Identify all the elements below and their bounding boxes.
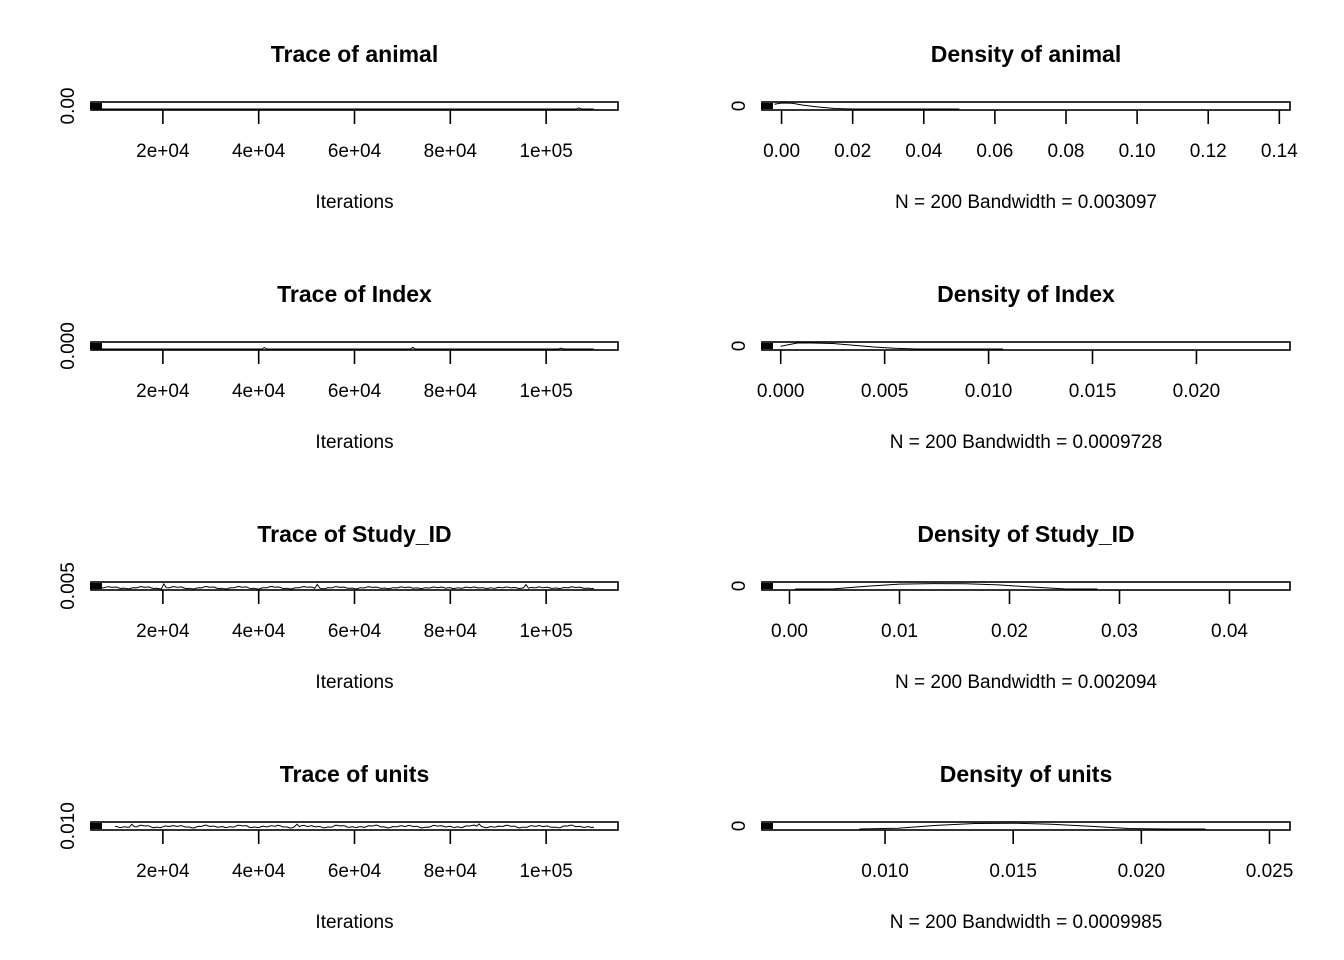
chart0-xaxis-label: Iterations xyxy=(315,192,393,213)
chart2-xtick-label: 8e+04 xyxy=(424,381,478,402)
chart6-xtick-label: 8e+04 xyxy=(424,861,478,882)
chart6-title: Trace of units xyxy=(280,761,430,787)
chart2-title: Trace of Index xyxy=(277,281,432,307)
chart3-panel: Density of Index 0 0.000 0.005 0.010 0.015 0.0… xyxy=(729,281,1291,453)
chart3-ytick-label: 0 xyxy=(729,341,750,352)
chart0-ytick-mark xyxy=(90,103,102,109)
chart5-xtick-label: 0.04 xyxy=(1211,621,1248,642)
chart4-xtick-label: 2e+04 xyxy=(136,621,190,642)
chart6-xaxis-label: Iterations xyxy=(315,912,393,933)
chart7-title: Density of units xyxy=(940,761,1113,787)
chart2-panel: Trace of Index 0.000 2e+04 4e+04 6e+04 8e+04 1… xyxy=(58,281,619,453)
chart7-ytick-mark xyxy=(761,823,773,829)
chart1-xtick-label: 0.00 xyxy=(763,141,800,162)
chart1-xtick-label: 0.08 xyxy=(1048,141,1085,162)
chart5-ytick-mark xyxy=(761,583,773,589)
chart6-xtick-label: 6e+04 xyxy=(328,861,382,882)
chart5-plot-frame xyxy=(761,581,1291,591)
chart2-ytick-mark xyxy=(90,343,102,349)
chart1-title: Density of animal xyxy=(931,41,1121,67)
chart0-xtick-label: 6e+04 xyxy=(328,141,382,162)
chart3-xtick-label: 0.015 xyxy=(1069,381,1117,402)
chart2-xtick-label: 6e+04 xyxy=(328,381,382,402)
chart4-ytick-label: 0.005 xyxy=(58,562,79,610)
chart7-xtick-label: 0.010 xyxy=(861,861,909,882)
chart5-title: Density of Study_ID xyxy=(917,521,1134,547)
chart5-xtick-label: 0.03 xyxy=(1101,621,1138,642)
chart0-panel: Trace of animal 0.00 2e+04 4e+04 6e+04 8e+04 1… xyxy=(58,41,619,213)
chart5-xaxis-label: N = 200 Bandwidth = 0.002094 xyxy=(895,672,1157,693)
chart7-series-line xyxy=(859,822,1206,830)
chart2-ytick-label: 0.000 xyxy=(58,322,79,370)
chart4-title: Trace of Study_ID xyxy=(257,521,451,547)
chart0-xtick-label: 1e+05 xyxy=(519,141,572,162)
chart4-panel: Trace of Study_ID 0.005 2e+04 4e+04 6e+04 8e+… xyxy=(58,521,619,693)
chart3-xaxis-label: N = 200 Bandwidth = 0.0009728 xyxy=(890,432,1163,453)
chart3-title: Density of Index xyxy=(937,281,1115,307)
chart1-xtick-label: 0.06 xyxy=(976,141,1013,162)
chart4-xtick-label: 8e+04 xyxy=(424,621,478,642)
chart1-xtick-label: 0.14 xyxy=(1261,141,1298,162)
chart1-xtick-label: 0.12 xyxy=(1190,141,1227,162)
chart3-xtick-label: 0.010 xyxy=(965,381,1013,402)
chart0-series-line xyxy=(93,107,594,110)
chart2-xtick-label: 2e+04 xyxy=(136,381,190,402)
chart4-xtick-label: 1e+05 xyxy=(519,621,572,642)
chart3-xtick-label: 0.005 xyxy=(861,381,909,402)
chart1-xtick-label: 0.10 xyxy=(1119,141,1156,162)
chart5-xtick-label: 0.01 xyxy=(881,621,918,642)
chart6-xtick-label: 4e+04 xyxy=(232,861,286,882)
chart7-xtick-label: 0.025 xyxy=(1246,861,1294,882)
chart6-panel: Trace of units 0.010 2e+04 4e+04 6e+04 8e+04 1… xyxy=(58,761,619,933)
chart5-series-line xyxy=(794,583,1098,590)
chart3-plot-frame xyxy=(761,341,1291,351)
chart3-series-line xyxy=(780,342,1004,350)
chart4-xtick-label: 6e+04 xyxy=(328,621,382,642)
chart7-xtick-label: 0.020 xyxy=(1118,861,1166,882)
chart2-xtick-label: 1e+05 xyxy=(519,381,572,402)
chart0-xtick-label: 4e+04 xyxy=(232,141,286,162)
chart1-xtick-label: 0.02 xyxy=(834,141,871,162)
chart1-ytick-label: 0 xyxy=(729,101,750,112)
chart3-ytick-mark xyxy=(761,343,773,349)
chart7-panel: Density of units 0 0.010 0.015 0.020 0.025 N =… xyxy=(729,761,1293,933)
chart0-xtick-label: 8e+04 xyxy=(424,141,478,162)
chart0-title: Trace of animal xyxy=(271,41,438,67)
chart4-ytick-mark xyxy=(90,583,102,589)
chart0-ytick-label: 0.00 xyxy=(58,88,79,125)
chart6-ytick-label: 0.010 xyxy=(58,802,79,850)
chart1-xaxis-label: N = 200 Bandwidth = 0.003097 xyxy=(895,192,1157,213)
chart1-xtick-label: 0.04 xyxy=(905,141,942,162)
chart5-panel: Density of Study_ID 0 0.00 0.01 0.02 0.03 0.04… xyxy=(729,521,1291,693)
chart2-xaxis-label: Iterations xyxy=(315,432,393,453)
chart1-panel: Density of animal 0 0.00 0.02 0.04 0.06 0.08 0.… xyxy=(729,41,1298,213)
chart3-xtick-label: 0.000 xyxy=(757,381,805,402)
chart6-xtick-label: 2e+04 xyxy=(136,861,190,882)
chart3-xtick-label: 0.020 xyxy=(1173,381,1221,402)
chart6-xtick-label: 1e+05 xyxy=(519,861,572,882)
chart0-xtick-label: 2e+04 xyxy=(136,141,190,162)
chart4-xtick-label: 4e+04 xyxy=(232,621,286,642)
chart7-ytick-label: 0 xyxy=(729,821,750,832)
chart5-ytick-label: 0 xyxy=(729,581,750,592)
chart4-series-line xyxy=(93,582,594,590)
chart2-series-line xyxy=(93,346,594,350)
chart1-series-line xyxy=(774,102,960,110)
chart5-xtick-label: 0.02 xyxy=(991,621,1028,642)
chart5-xtick-label: 0.00 xyxy=(771,621,808,642)
chart6-ytick-mark xyxy=(90,823,102,829)
chart7-xaxis-label: N = 200 Bandwidth = 0.0009985 xyxy=(890,912,1163,933)
chart7-xtick-label: 0.015 xyxy=(989,861,1037,882)
chart1-ytick-mark xyxy=(761,103,773,109)
chart6-series-line xyxy=(114,823,595,829)
chart4-xaxis-label: Iterations xyxy=(315,672,393,693)
chart2-xtick-label: 4e+04 xyxy=(232,381,286,402)
